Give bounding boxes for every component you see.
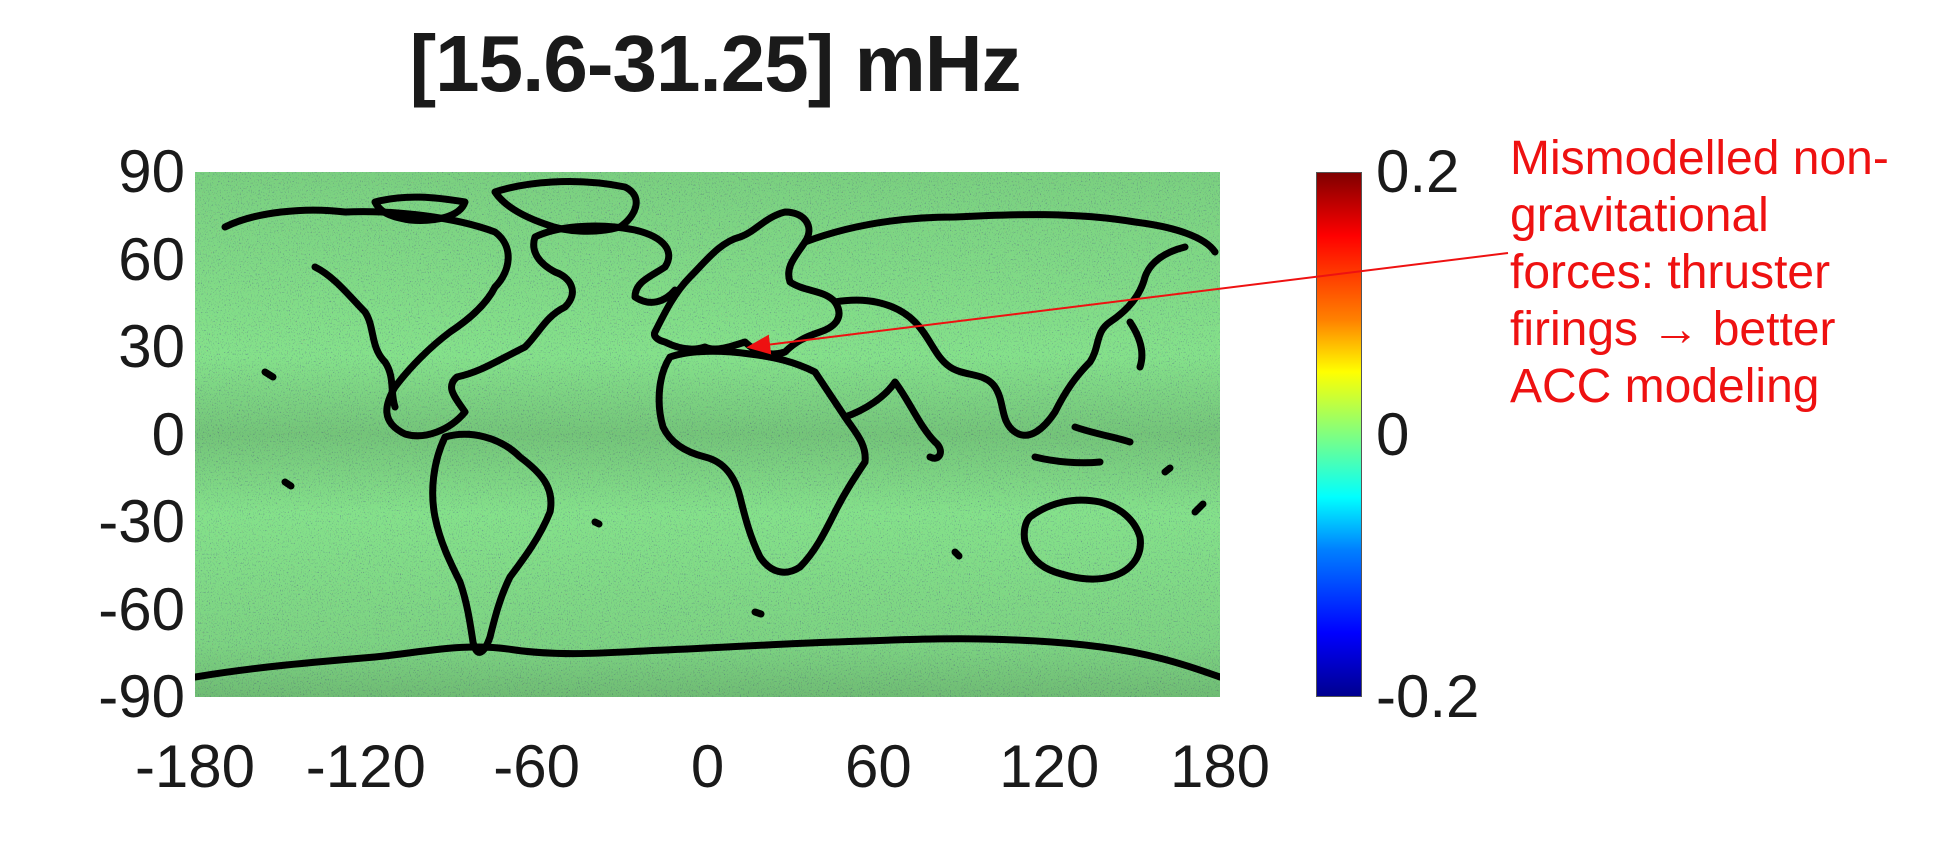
chart-title: [15.6-31.25] mHz bbox=[409, 19, 1022, 108]
x-tick-label: 60 bbox=[844, 733, 912, 800]
x-tick-label: 120 bbox=[999, 733, 1100, 800]
colorbar-tick-label: -0.2 bbox=[1376, 663, 1480, 730]
coastline-south-america bbox=[429, 430, 555, 656]
x-tick-label: 0 bbox=[690, 733, 725, 800]
coastline-asia bbox=[801, 211, 1219, 462]
x-tick-label: 180 bbox=[1169, 733, 1271, 800]
coastline-australia bbox=[1020, 496, 1144, 583]
colorbar bbox=[1316, 172, 1362, 697]
heatmap-plot-area bbox=[195, 172, 1220, 697]
coastline-africa bbox=[655, 347, 869, 576]
x-tick-label: -180 bbox=[134, 733, 256, 800]
colorbar-tick-label: 0.2 bbox=[1376, 138, 1460, 205]
y-tick-label: 0 bbox=[151, 400, 185, 468]
coastline-overlay bbox=[195, 178, 1220, 681]
y-tick-label: 60 bbox=[118, 225, 185, 293]
y-tick-label: 90 bbox=[118, 138, 185, 205]
coastline-islands bbox=[261, 368, 1207, 618]
x-tick-label: -60 bbox=[493, 733, 581, 800]
heatmap-latitude-bands bbox=[195, 172, 1220, 697]
coastline-north-america bbox=[221, 206, 679, 440]
x-tick-label: -120 bbox=[305, 733, 426, 800]
y-tick-label: -90 bbox=[98, 663, 185, 730]
colorbar-tick-label: 0 bbox=[1376, 400, 1410, 468]
annotation-text: Mismodelled non- gravitational forces: t… bbox=[1510, 132, 1889, 413]
y-tick-label: -30 bbox=[98, 488, 185, 555]
coastline-greenland bbox=[371, 178, 640, 235]
y-tick-label: 30 bbox=[118, 313, 185, 380]
coastline-antarctica bbox=[195, 635, 1220, 681]
y-tick-label: -60 bbox=[98, 575, 185, 643]
